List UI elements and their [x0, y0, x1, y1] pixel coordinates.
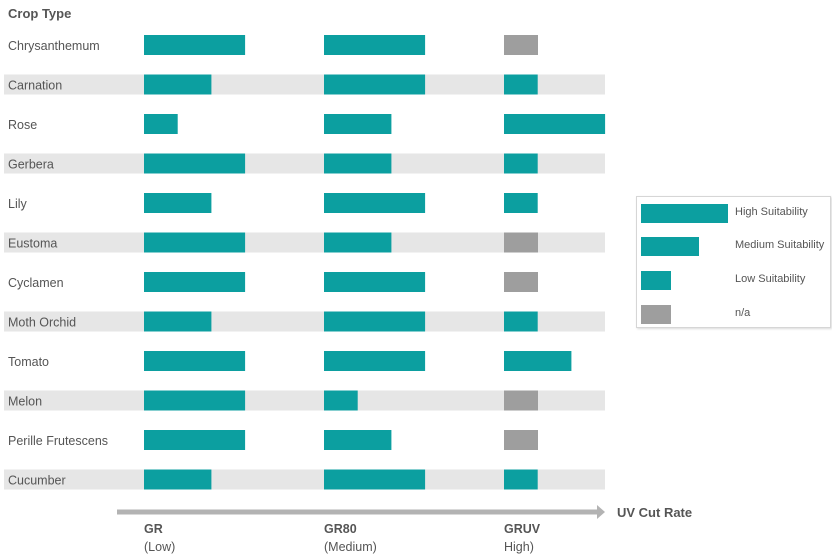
crop-label: Moth Orchid	[8, 316, 76, 330]
suitability-bar	[504, 114, 606, 134]
axis-arrow-head	[597, 505, 605, 519]
suitability-bar	[144, 311, 212, 332]
crop-label: Rose	[8, 118, 37, 132]
suitability-bar	[144, 390, 246, 411]
suitability-bar	[504, 193, 538, 213]
group-label: GRUV	[504, 522, 541, 536]
legend-label: High Suitability	[735, 206, 808, 218]
suitability-bar	[144, 114, 178, 134]
crop-label: Chrysanthemum	[8, 39, 100, 53]
suitability-bar	[324, 351, 426, 371]
suitability-bar	[324, 114, 392, 134]
suitability-bar	[144, 351, 246, 371]
axis-label: UV Cut Rate	[617, 505, 692, 520]
suitability-bar	[144, 153, 246, 174]
suitability-bar	[144, 74, 212, 95]
legend-swatch	[641, 304, 671, 324]
suitability-bar	[504, 351, 572, 371]
group-sublabel: (Low)	[144, 540, 175, 554]
suitability-bar	[504, 232, 538, 253]
suitability-bar	[504, 35, 538, 55]
suitability-bar	[504, 390, 538, 411]
suitability-bar	[324, 430, 392, 450]
suitability-bar	[504, 74, 538, 95]
suitability-bar	[504, 153, 538, 174]
legend-item	[641, 304, 671, 324]
suitability-bar	[324, 153, 392, 174]
crop-label: Gerbera	[8, 158, 54, 172]
suitability-bar	[144, 469, 212, 490]
legend-swatch	[641, 236, 699, 256]
crop-label: Carnation	[8, 79, 62, 93]
legend-item	[641, 236, 699, 256]
crop-label: Tomato	[8, 355, 49, 369]
crop-label: Cucumber	[8, 474, 66, 488]
legend-label: n/a	[735, 307, 751, 319]
legend-label: Low Suitability	[735, 273, 806, 285]
suitability-bar	[324, 469, 426, 490]
legend-label: Medium Suitability	[735, 239, 825, 251]
suitability-bar	[324, 74, 426, 95]
suitability-bar	[324, 272, 426, 292]
suitability-bar	[324, 390, 358, 411]
legend-swatch	[641, 203, 728, 223]
crop-label: Cyclamen	[8, 276, 64, 290]
suitability-bar	[144, 430, 246, 450]
crop-label: Perille Frutescens	[8, 434, 108, 448]
suitability-bar	[144, 193, 212, 213]
suitability-bar	[144, 35, 246, 55]
group-label: GR80	[324, 522, 357, 536]
suitability-bar	[144, 232, 246, 253]
crop-label: Eustoma	[8, 237, 57, 251]
group-sublabel: High)	[504, 540, 534, 554]
suitability-bar	[504, 430, 538, 450]
suitability-bar	[324, 311, 426, 332]
crop-label: Melon	[8, 395, 42, 409]
group-label: GR	[144, 522, 163, 536]
crop-label: Lily	[8, 197, 28, 211]
suitability-bar	[324, 35, 426, 55]
legend: High Suitability Medium Suitability Low Su…	[636, 196, 831, 328]
suitability-bar	[324, 193, 426, 213]
legend-swatch	[641, 270, 671, 290]
suitability-bar	[144, 272, 246, 292]
suitability-bar	[504, 469, 538, 490]
legend-item	[641, 270, 671, 290]
suitability-bar	[504, 311, 538, 332]
group-sublabel: (Medium)	[324, 540, 377, 554]
legend-item	[641, 203, 728, 223]
suitability-bar	[504, 272, 538, 292]
suitability-bar	[324, 232, 392, 253]
chart-title: Crop Type	[8, 6, 71, 21]
